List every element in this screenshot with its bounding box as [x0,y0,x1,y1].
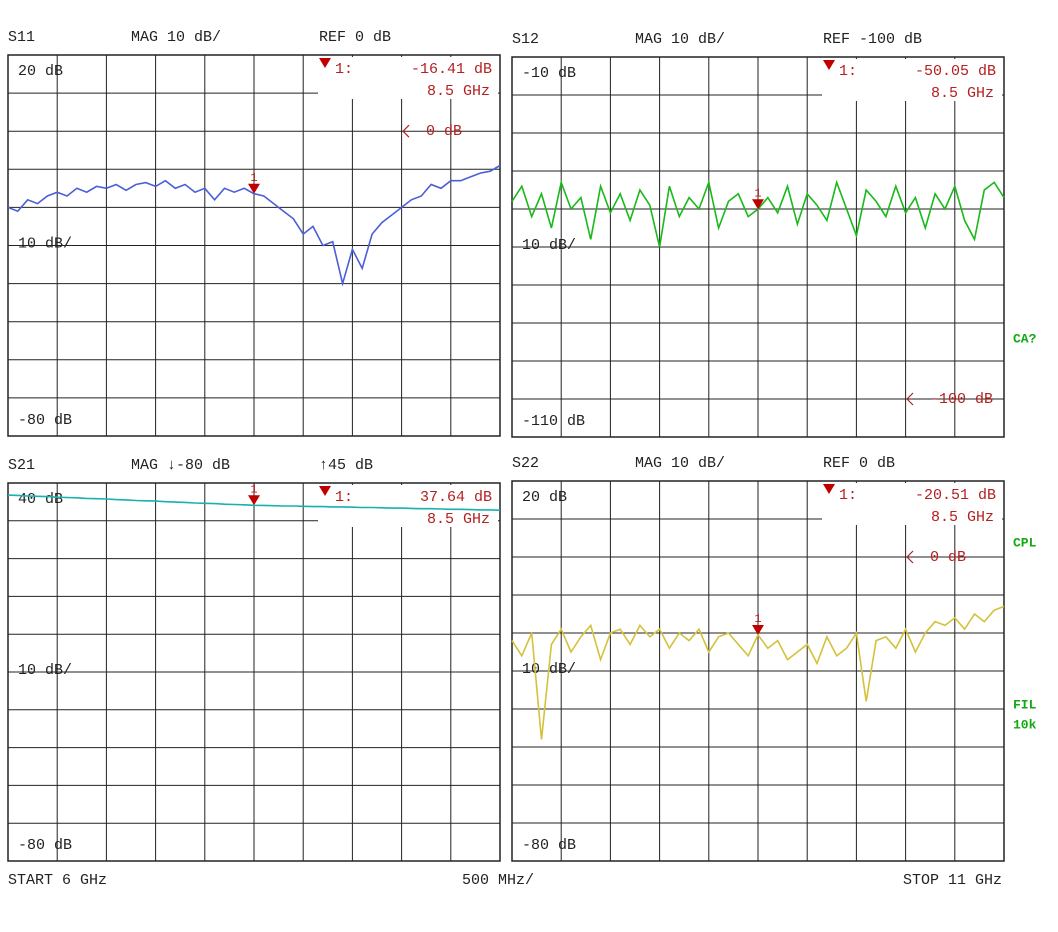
marker-number: 1 [250,171,257,185]
marker-number: 1 [250,482,257,496]
trace [7,494,501,511]
readout-box [822,483,1002,525]
trace [511,179,1005,248]
y-tick-label: 20 dB [18,63,63,80]
y-tick-label: -110 dB [522,413,585,430]
readout-value: 37.64 dB [420,489,492,506]
marker [752,624,764,635]
readout-icon [823,484,835,494]
scale-text: MAG ↓-80 dB [131,457,230,474]
y-tick-label: -10 dB [522,65,576,82]
readout-box [318,57,498,99]
side-label: CPL [1013,535,1037,550]
scale-label: 10 dB/ [522,237,576,254]
trace-title: S11 [8,29,35,46]
readout-freq: 8.5 GHz [427,83,490,100]
readout-index: 1: [839,63,857,80]
readout-icon [823,60,835,70]
span-label: 500 MHz/ [462,872,534,889]
plot-frame [511,480,1005,862]
readout-value: -50.05 dB [915,63,996,80]
readout-index: 1: [335,489,353,506]
readout-freq: 8.5 GHz [427,511,490,528]
readout-index: 1: [335,61,353,78]
ref-text: REF 0 dB [823,455,895,472]
readout-index: 1: [839,487,857,504]
trace-title: S21 [8,457,35,474]
scale-text: MAG 10 dB/ [635,31,725,48]
y-tick-label: 40 dB [18,491,63,508]
readout-value: -16.41 dB [411,61,492,78]
readout-icon [319,58,331,68]
ref-label: 0 dB [426,123,462,140]
ref-text: REF 0 dB [319,29,391,46]
side-label: CA? [1013,331,1037,346]
start-label: START 6 GHz [8,872,107,889]
marker-number: 1 [754,612,761,626]
ref-text: ↑45 dB [319,457,373,474]
readout-icon [319,486,331,496]
ref-label: 0 dB [930,549,966,566]
ref-arrow [906,392,914,406]
y-tick-label: -80 dB [522,837,576,854]
readout-freq: 8.5 GHz [931,509,994,526]
y-tick-label: -80 dB [18,412,72,429]
scale-text: MAG 10 dB/ [635,455,725,472]
ref-label: -100 dB [930,391,993,408]
marker [752,199,764,210]
side-label: FIL [1013,697,1037,712]
marker-number: 1 [754,186,761,200]
readout-box [318,485,498,527]
plot-frame [511,56,1005,438]
y-tick-label: -80 dB [18,837,72,854]
readout-box [822,59,1002,101]
scale-label: 10 dB/ [18,235,72,252]
ref-text: REF -100 dB [823,31,922,48]
trace-title: S12 [512,31,539,48]
scale-label: 10 dB/ [18,662,72,679]
y-tick-label: 20 dB [522,489,567,506]
ref-arrow [906,550,914,564]
readout-value: -20.51 dB [915,487,996,504]
stop-label: STOP 11 GHz [903,872,1002,889]
trace-title: S22 [512,455,539,472]
plot-frame [7,54,501,437]
ref-arrow [402,124,410,138]
readout-freq: 8.5 GHz [931,85,994,102]
plot-frame [7,482,501,862]
scale-text: MAG 10 dB/ [131,29,221,46]
marker [248,183,260,194]
marker [248,495,260,506]
side-label: 10k [1013,717,1037,732]
